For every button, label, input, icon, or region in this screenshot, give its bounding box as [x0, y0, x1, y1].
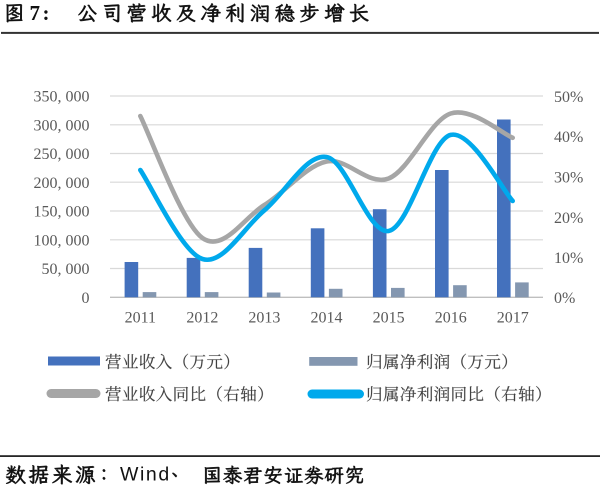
svg-text:300, 000: 300, 000 — [34, 117, 90, 134]
svg-text:150, 000: 150, 000 — [34, 204, 90, 221]
svg-text:10%: 10% — [554, 250, 583, 267]
svg-text:20%: 20% — [554, 210, 583, 227]
svg-text:40%: 40% — [554, 129, 583, 146]
svg-text:0%: 0% — [554, 290, 575, 307]
svg-text:2017: 2017 — [497, 310, 529, 327]
svg-text:50%: 50% — [554, 89, 583, 106]
svg-text:Wind: Wind — [120, 464, 171, 486]
svg-text:2015: 2015 — [373, 310, 405, 327]
svg-text:200, 000: 200, 000 — [34, 175, 90, 192]
svg-text:0: 0 — [82, 290, 90, 307]
svg-text:250, 000: 250, 000 — [34, 146, 90, 163]
svg-text:2014: 2014 — [311, 310, 343, 327]
svg-text:350, 000: 350, 000 — [34, 89, 90, 106]
svg-text::: : — [43, 1, 50, 25]
svg-text:2013: 2013 — [248, 310, 280, 327]
svg-text:30%: 30% — [554, 170, 583, 187]
svg-text:2011: 2011 — [125, 310, 156, 327]
svg-text:7: 7 — [30, 1, 41, 25]
svg-text:50, 000: 50, 000 — [42, 261, 90, 278]
svg-text:100, 000: 100, 000 — [34, 232, 90, 249]
svg-text:2012: 2012 — [186, 310, 218, 327]
svg-text:2016: 2016 — [435, 310, 467, 327]
